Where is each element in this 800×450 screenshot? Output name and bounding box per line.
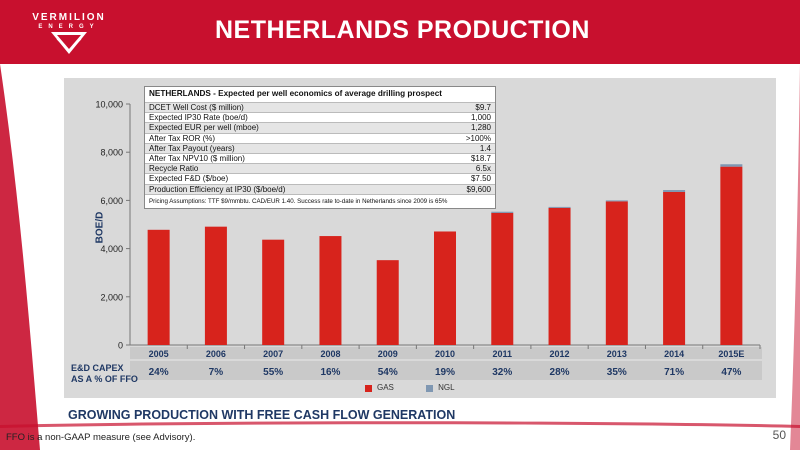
x-tick-label: 2005 (149, 349, 169, 359)
y-tick-label: 2,000 (100, 292, 123, 302)
economics-row: Production Efficiency at IP30 ($/boe/d) $… (145, 183, 495, 194)
footnote: FFO is a non-GAAP measure (see Advisory)… (6, 432, 196, 443)
bar-ngl (663, 190, 686, 192)
economics-row: After Tax Payout (years) 1.4 (145, 142, 495, 153)
economics-row: Recycle Ratio 6.5x (145, 163, 495, 174)
capex-value: 24% (149, 367, 169, 378)
legend-label-gas: GAS (377, 383, 394, 393)
economics-row: Expected EUR per well (mboe) 1,280 (145, 122, 495, 133)
capex-label-line2: AS A % OF FFO (71, 374, 138, 384)
x-tick-label: 2010 (435, 349, 455, 359)
x-tick-label: 2007 (263, 349, 283, 359)
y-tick-label: 10,000 (95, 100, 123, 110)
bar-gas (720, 166, 743, 345)
economics-row-label: Recycle Ratio (149, 164, 199, 174)
x-tick-label: 2009 (378, 349, 398, 359)
capex-value: 16% (320, 367, 340, 378)
economics-row-label: After Tax ROR (%) (149, 133, 216, 143)
economics-row-value: 6.5x (475, 164, 491, 174)
capex-label: E&D CAPEX AS A % OF FFO (71, 363, 141, 385)
y-axis-title: BOE/D (94, 211, 106, 244)
legend-label-ngl: NGL (438, 383, 455, 393)
economics-row-label: Expected IP30 Rate (boe/d) (149, 113, 248, 123)
x-tick-label: 2008 (320, 349, 340, 359)
capex-value: 47% (721, 367, 741, 378)
bar-gas (376, 260, 399, 345)
y-tick-label: 0 (118, 341, 123, 351)
economics-row-value: 1,280 (470, 123, 491, 133)
tagline: GROWING PRODUCTION WITH FREE CASH FLOW G… (68, 408, 456, 422)
capex-band (130, 361, 762, 380)
x-tick-label: 2013 (607, 349, 627, 359)
capex-value: 55% (263, 367, 283, 378)
economics-row: Expected F&D ($/boe) $7.50 (145, 173, 495, 183)
bar-gas (491, 212, 514, 345)
capex-value: 28% (550, 367, 570, 378)
economics-row-label: Production Efficiency at IP30 ($/boe/d) (149, 184, 286, 194)
company-logo: VERMILION ENERGY (14, 6, 124, 62)
page-number: 50 (772, 428, 786, 442)
economics-row-value: $9.7 (475, 103, 491, 112)
economics-row-value: $9,600 (466, 184, 491, 194)
capex-value: 7% (209, 367, 224, 378)
bar-ngl (491, 211, 514, 213)
bar-gas (434, 231, 456, 345)
capex-value: 35% (607, 367, 627, 378)
y-tick-label: 8,000 (100, 148, 123, 158)
capex-label-line1: E&D CAPEX (71, 363, 124, 373)
category-band (130, 347, 762, 359)
header-band (0, 0, 800, 64)
economics-row: Expected IP30 Rate (boe/d) 1,000 (145, 112, 495, 122)
x-tick-label: 2011 (493, 349, 513, 359)
economics-row-label: DCET Well Cost ($ million) (149, 103, 244, 112)
capex-value: 71% (664, 367, 684, 378)
x-tick-label: 2015E (718, 349, 744, 359)
legend-swatch-ngl (426, 384, 434, 392)
bar-ngl (720, 164, 743, 167)
economics-row: After Tax ROR (%) >100% (145, 132, 495, 143)
logo-name: VERMILION (32, 12, 106, 23)
economics-row-value: $7.50 (470, 174, 491, 184)
economics-row-label: Expected F&D ($/boe) (149, 174, 229, 184)
legend-swatch-gas (365, 384, 372, 392)
bar-gas (147, 229, 170, 345)
economics-row: DCET Well Cost ($ million) $9.7 (145, 102, 495, 113)
economics-row-value: >100% (465, 133, 491, 143)
capex-value: 32% (492, 367, 512, 378)
economics-title: NETHERLANDS - Expected per well economic… (149, 89, 442, 98)
economics-table: NETHERLANDS - Expected per well economic… (144, 86, 496, 209)
bar-gas (548, 207, 571, 345)
slide-title: NETHERLANDS PRODUCTION (215, 16, 590, 44)
bar-gas (663, 191, 686, 345)
economics-row-value: 1.4 (479, 143, 491, 153)
logo-chevron-icon (51, 32, 87, 54)
economics-row: After Tax NPV10 ($ million) $18.7 (145, 152, 495, 163)
legend-item-gas: GAS (365, 383, 394, 392)
y-tick-label: 4,000 (100, 244, 123, 254)
x-tick-label: 2006 (206, 349, 226, 359)
x-tick-label: 2014 (664, 349, 684, 359)
chart-legend: GAS NGL (365, 383, 485, 392)
bar-gas (605, 201, 628, 345)
bar-ngl (605, 200, 628, 202)
economics-row-label: After Tax Payout (years) (149, 143, 235, 153)
economics-row-label: After Tax NPV10 ($ million) (149, 153, 245, 163)
logo-sub: ENERGY (38, 24, 100, 30)
bar-gas (262, 239, 285, 345)
y-tick-label: 6,000 (100, 196, 123, 206)
economics-row-label: Expected EUR per well (mboe) (149, 123, 259, 133)
economics-row-value: $18.7 (470, 153, 491, 163)
bar-ngl (548, 206, 571, 208)
economics-row-value: 1,000 (470, 113, 491, 123)
capex-value: 19% (435, 367, 455, 378)
economics-rows: DCET Well Cost ($ million) $9.7 Expected I… (145, 102, 495, 194)
bar-gas (319, 236, 342, 345)
legend-item-ngl: NGL (426, 383, 455, 393)
bar-gas (204, 226, 227, 345)
x-tick-label: 2012 (550, 349, 570, 359)
capex-value: 54% (378, 367, 398, 378)
economics-note: Pricing Assumptions: TTF $9/mmbtu. CAD/E… (145, 193, 495, 208)
